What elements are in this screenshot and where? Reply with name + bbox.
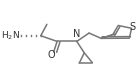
Text: O: O bbox=[47, 50, 55, 60]
Text: N: N bbox=[73, 29, 81, 39]
Text: S: S bbox=[129, 22, 135, 32]
Text: H$_2$N: H$_2$N bbox=[1, 29, 20, 42]
